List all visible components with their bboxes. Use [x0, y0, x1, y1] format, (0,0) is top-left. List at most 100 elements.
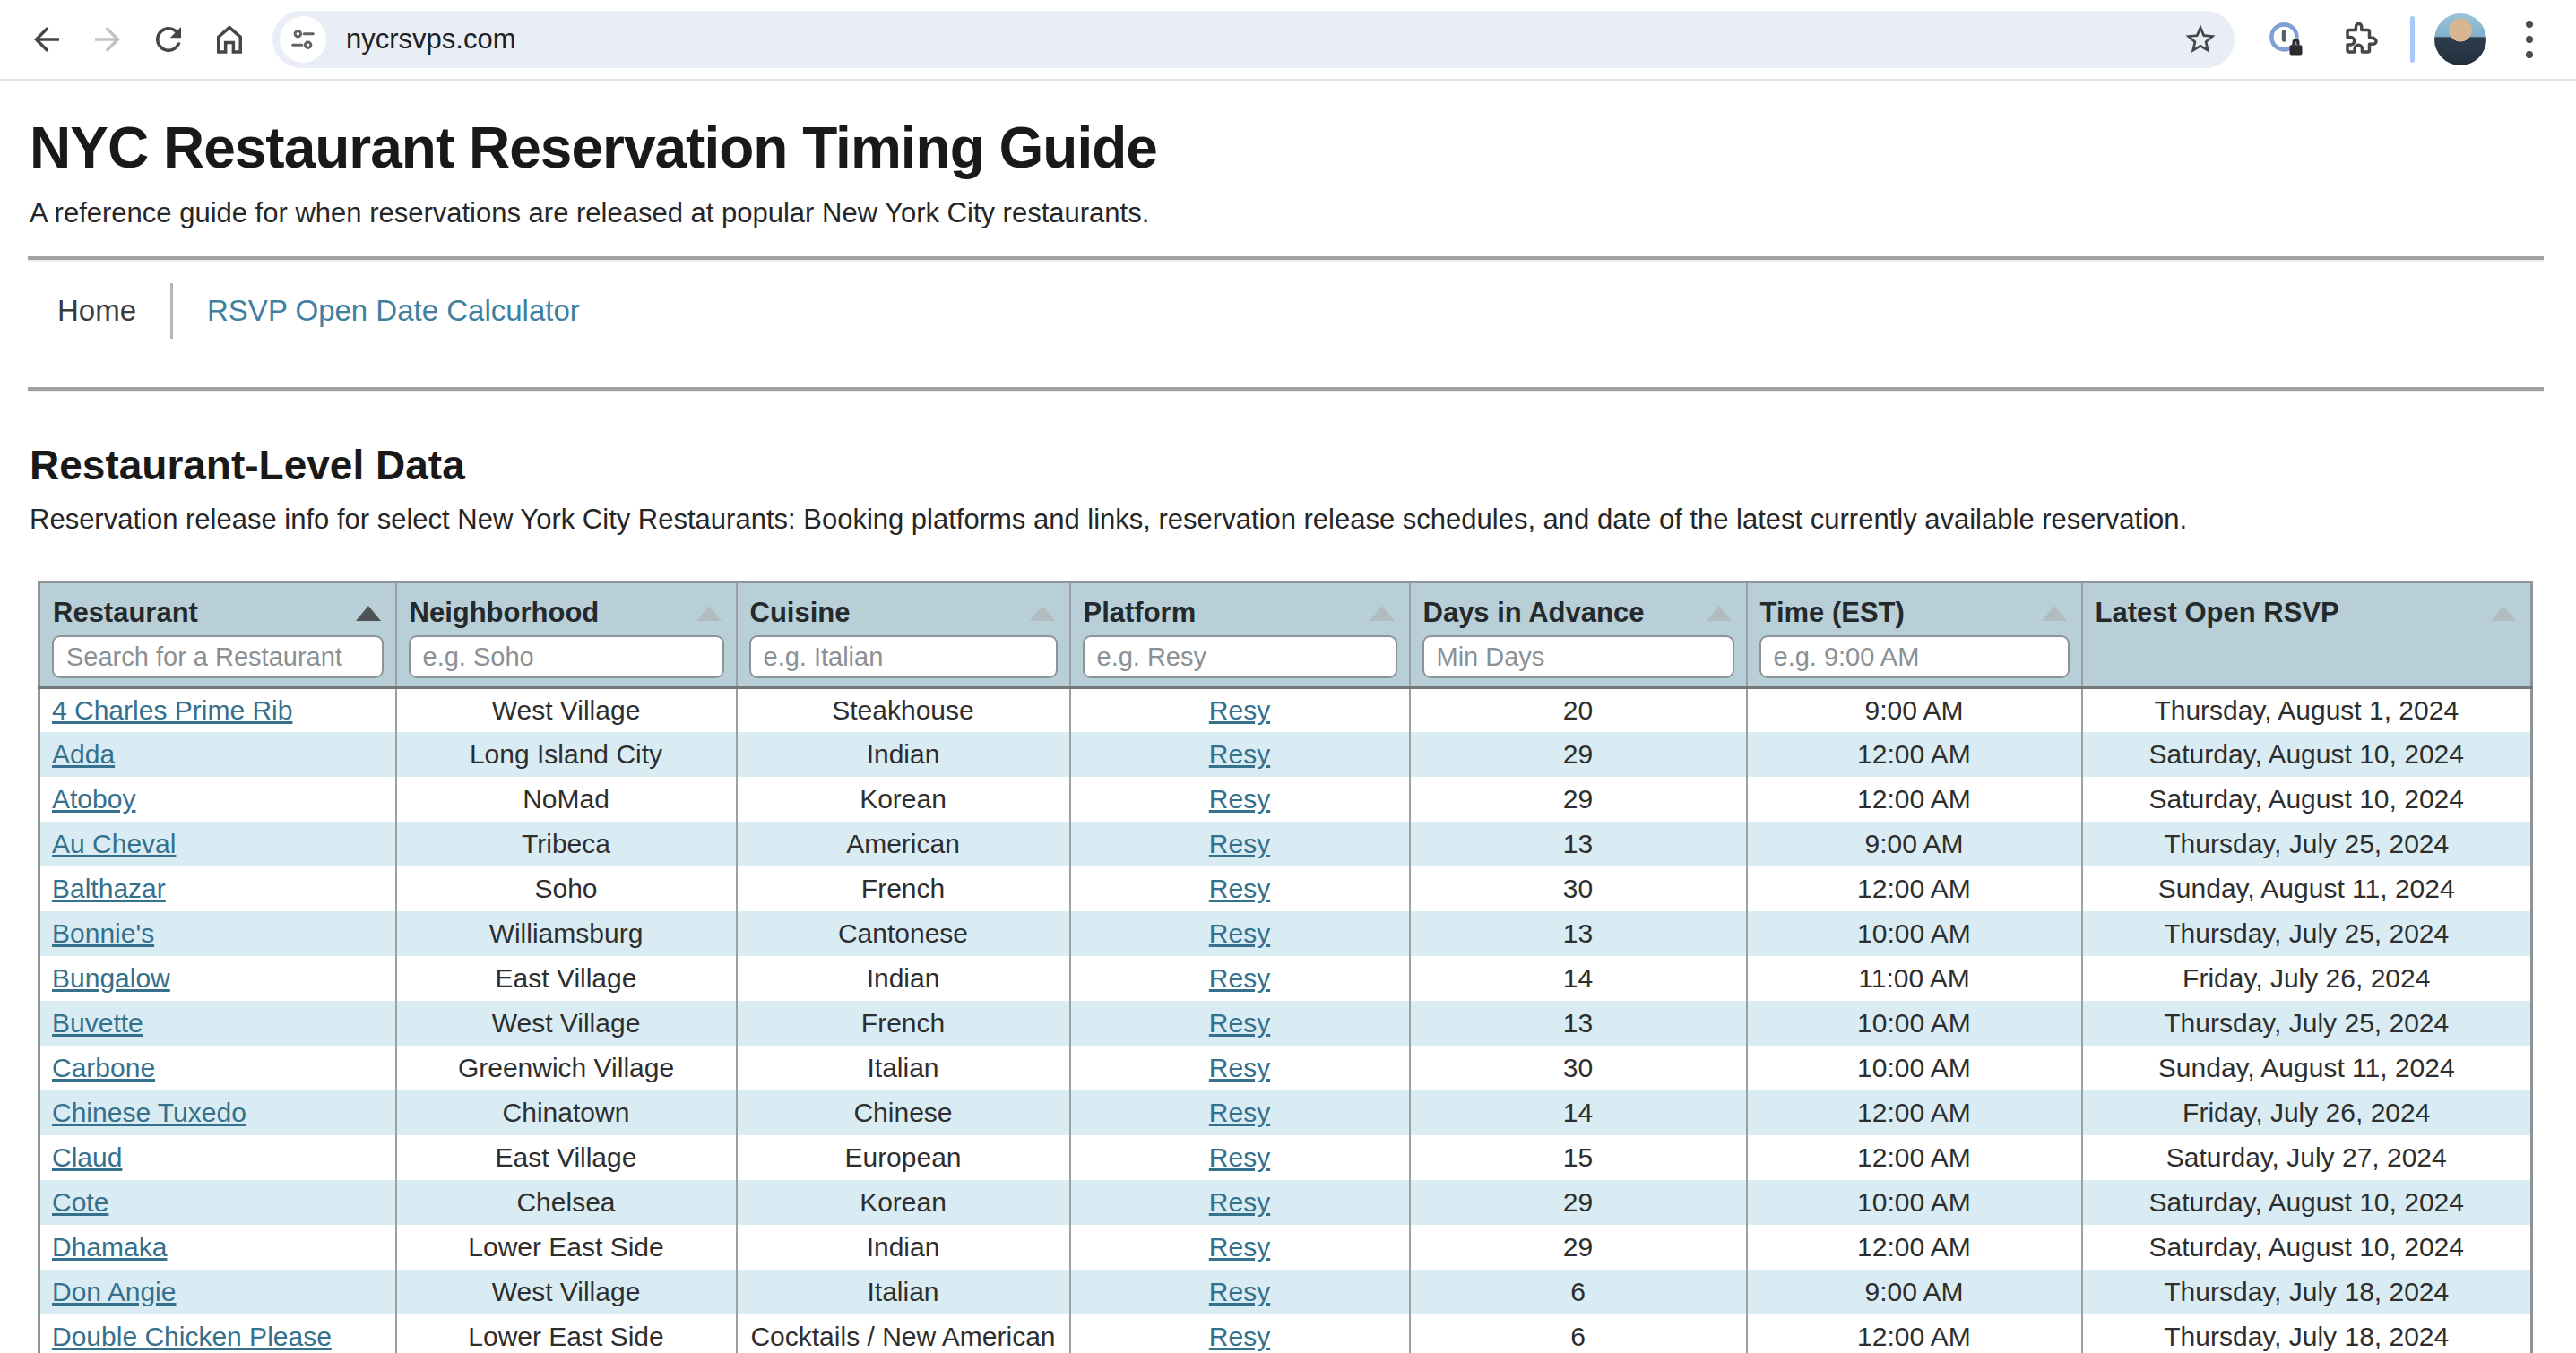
restaurant-link[interactable]: Chinese Tuxedo: [52, 1098, 246, 1127]
reload-button[interactable]: [138, 9, 199, 70]
platform-link[interactable]: Resy: [1209, 1053, 1270, 1082]
home-button[interactable]: [199, 9, 260, 70]
column-header-cuisine[interactable]: Cuisine: [737, 582, 1070, 634]
filter-input-platform[interactable]: [1083, 635, 1397, 678]
column-header-neighborhood[interactable]: Neighborhood: [396, 582, 737, 634]
platform-link[interactable]: Resy: [1209, 874, 1270, 903]
platform-link[interactable]: Resy: [1209, 918, 1270, 948]
restaurant-link[interactable]: Buvette: [52, 1008, 143, 1038]
column-label-neighborhood: Neighborhood: [410, 597, 600, 629]
restaurant-link[interactable]: Claud: [52, 1142, 122, 1172]
sort-asc-icon: [696, 606, 722, 621]
restaurant-link[interactable]: Carbone: [52, 1053, 155, 1082]
cell-restaurant: Atoboy: [39, 777, 396, 822]
nav-item-home[interactable]: Home: [57, 294, 136, 328]
sort-asc-icon: [1030, 606, 1055, 621]
profile-avatar[interactable]: [2434, 13, 2486, 65]
platform-link[interactable]: Resy: [1209, 1277, 1270, 1306]
back-button[interactable]: [16, 9, 77, 70]
table-header: Restaurant Neighborhood CuisinePlatformDay…: [39, 582, 2532, 688]
restaurant-link[interactable]: Au Cheval: [52, 829, 176, 858]
platform-link[interactable]: Resy: [1209, 1322, 1270, 1351]
restaurant-link[interactable]: Atoboy: [52, 784, 135, 814]
platform-link[interactable]: Resy: [1209, 739, 1270, 769]
cell-rsvp: Thursday, August 1, 2024: [2082, 687, 2532, 732]
url-text[interactable]: nycrsvps.com: [346, 23, 515, 56]
cell-rsvp: Friday, July 26, 2024: [2082, 956, 2532, 1001]
cell-cuisine: Korean: [737, 777, 1070, 822]
password-manager-button[interactable]: [2256, 9, 2317, 70]
cell-rsvp: Thursday, July 18, 2024: [2082, 1314, 2532, 1353]
cell-platform: Resy: [1070, 732, 1410, 777]
bookmark-button[interactable]: [2175, 14, 2226, 65]
password-manager-icon: [2268, 21, 2305, 58]
filter-input-neighborhood[interactable]: [409, 635, 724, 678]
platform-link[interactable]: Resy: [1209, 1232, 1270, 1262]
site-settings-button[interactable]: [280, 16, 326, 63]
restaurant-link[interactable]: Adda: [52, 739, 115, 769]
cell-neighborhood: Lower East Side: [396, 1314, 737, 1353]
cell-platform: Resy: [1070, 687, 1410, 732]
extensions-puzzle-icon: [2341, 21, 2379, 58]
cell-time: 12:00 AM: [1747, 1090, 2082, 1135]
platform-link[interactable]: Resy: [1209, 963, 1270, 993]
restaurant-link[interactable]: Bungalow: [52, 963, 170, 993]
table-row: BuvetteWest VillageFrenchResy1310:00 AMT…: [39, 1001, 2532, 1046]
column-header-days[interactable]: Days in Advance: [1410, 582, 1747, 634]
platform-link[interactable]: Resy: [1209, 1142, 1270, 1172]
restaurant-link[interactable]: Double Chicken Please: [52, 1322, 332, 1351]
cell-restaurant: Double Chicken Please: [39, 1314, 396, 1353]
platform-link[interactable]: Resy: [1209, 784, 1270, 814]
cell-neighborhood: East Village: [396, 1135, 737, 1180]
restaurant-link[interactable]: Balthazar: [52, 874, 166, 903]
column-header-restaurant[interactable]: Restaurant: [39, 582, 396, 634]
cell-restaurant: Au Cheval: [39, 822, 396, 866]
restaurant-link[interactable]: Dhamaka: [52, 1232, 167, 1262]
filter-input-days[interactable]: [1422, 635, 1734, 678]
platform-link[interactable]: Resy: [1209, 829, 1270, 858]
cell-rsvp: Saturday, July 27, 2024: [2082, 1135, 2532, 1180]
nav-item-rsvp-calculator[interactable]: RSVP Open Date Calculator: [207, 294, 580, 328]
cell-restaurant: Carbone: [39, 1046, 396, 1090]
cell-neighborhood: Tribeca: [396, 822, 737, 866]
cell-cuisine: European: [737, 1135, 1070, 1180]
cell-days: 6: [1410, 1314, 1747, 1353]
cell-rsvp: Thursday, July 25, 2024: [2082, 822, 2532, 866]
cell-cuisine: French: [737, 1001, 1070, 1046]
restaurant-link[interactable]: 4 Charles Prime Rib: [52, 695, 292, 725]
cell-neighborhood: West Village: [396, 1001, 737, 1046]
cell-time: 9:00 AM: [1747, 1270, 2082, 1314]
forward-button[interactable]: [77, 9, 138, 70]
column-header-rsvp[interactable]: Latest Open RSVP: [2082, 582, 2532, 634]
cell-time: 9:00 AM: [1747, 687, 2082, 732]
platform-link[interactable]: Resy: [1209, 695, 1270, 725]
cell-neighborhood: Chinatown: [396, 1090, 737, 1135]
platform-link[interactable]: Resy: [1209, 1098, 1270, 1127]
filter-cell-rsvp: [2082, 633, 2532, 687]
table-row: BalthazarSohoFrenchResy3012:00 AMSunday,…: [39, 866, 2532, 911]
extensions-button[interactable]: [2330, 9, 2390, 70]
restaurant-link[interactable]: Bonnie's: [52, 918, 154, 948]
restaurant-link[interactable]: Don Angie: [52, 1277, 176, 1306]
platform-link[interactable]: Resy: [1209, 1008, 1270, 1038]
cell-restaurant: 4 Charles Prime Rib: [39, 687, 396, 732]
filter-input-time[interactable]: [1759, 635, 2070, 678]
filter-input-cuisine[interactable]: [749, 635, 1058, 678]
cell-days: 29: [1410, 1180, 1747, 1225]
cell-days: 14: [1410, 956, 1747, 1001]
cell-restaurant: Buvette: [39, 1001, 396, 1046]
cell-platform: Resy: [1070, 822, 1410, 866]
address-bar[interactable]: nycrsvps.com: [272, 11, 2235, 68]
platform-link[interactable]: Resy: [1209, 1187, 1270, 1217]
site-nav: Home RSVP Open Date Calculator: [0, 262, 2576, 360]
column-header-platform[interactable]: Platform: [1070, 582, 1410, 634]
table-row: AddaLong Island CityIndianResy2912:00 AM…: [39, 732, 2532, 777]
column-header-time[interactable]: Time (EST): [1747, 582, 2082, 634]
restaurant-link[interactable]: Cote: [52, 1187, 108, 1217]
cell-time: 12:00 AM: [1747, 777, 2082, 822]
toolbar-divider: [2410, 16, 2415, 63]
table-row: Chinese TuxedoChinatownChineseResy1412:0…: [39, 1090, 2532, 1135]
filter-input-restaurant[interactable]: [52, 635, 384, 678]
browser-menu-button[interactable]: [2499, 9, 2560, 70]
cell-restaurant: Adda: [39, 732, 396, 777]
